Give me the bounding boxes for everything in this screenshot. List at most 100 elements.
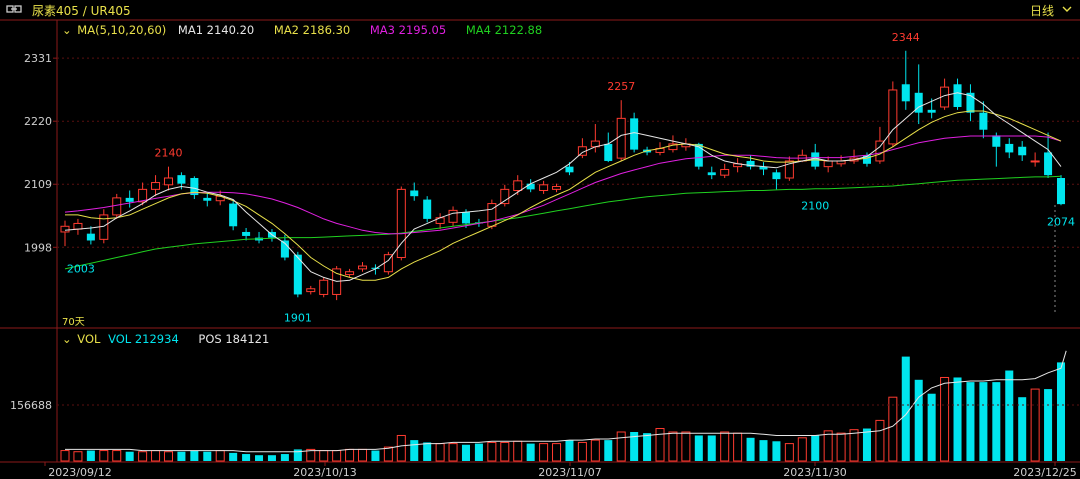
chevron-down-icon[interactable] — [1062, 4, 1072, 14]
volume-bar[interactable] — [668, 431, 678, 462]
candle-body[interactable] — [190, 178, 199, 196]
volume-bar[interactable] — [396, 434, 406, 462]
volume-bar[interactable] — [823, 430, 833, 462]
volume-bar[interactable] — [319, 450, 329, 462]
candle-body[interactable] — [526, 183, 535, 190]
candle-body[interactable] — [138, 188, 148, 203]
candle-body[interactable] — [901, 84, 910, 102]
candle-body[interactable] — [1018, 146, 1027, 156]
volume-bar[interactable] — [280, 454, 289, 461]
volume-bar[interactable] — [255, 455, 264, 461]
candle-body[interactable] — [914, 92, 923, 113]
candle-body[interactable] — [888, 89, 898, 145]
candle-body[interactable] — [668, 143, 678, 151]
volume-bar[interactable] — [357, 448, 368, 462]
volume-bar[interactable] — [1018, 397, 1027, 461]
volume-bar[interactable] — [966, 382, 975, 461]
volume-bar[interactable] — [1044, 389, 1053, 461]
candle-body[interactable] — [112, 197, 122, 216]
candle-body[interactable] — [229, 203, 238, 227]
volume-bar[interactable] — [643, 433, 652, 461]
volume-bar[interactable] — [927, 393, 936, 461]
candle-body[interactable] — [759, 166, 768, 170]
volume-bar[interactable] — [229, 452, 238, 461]
volume-bar[interactable] — [215, 450, 225, 462]
volume-bar[interactable] — [940, 376, 950, 462]
volume-bar[interactable] — [746, 437, 755, 461]
volume-bar[interactable] — [590, 439, 600, 462]
volume-bar[interactable] — [616, 431, 626, 462]
volume-bar[interactable] — [306, 448, 316, 462]
candle-body[interactable] — [242, 231, 251, 236]
vol-legend-label[interactable]: VOL — [77, 332, 101, 346]
volume-bar[interactable] — [1005, 370, 1014, 461]
candle-body[interactable] — [746, 160, 755, 167]
candle-body[interactable] — [772, 172, 781, 180]
candle-body[interactable] — [630, 118, 639, 150]
volume-bar[interactable] — [99, 450, 109, 462]
candle-body[interactable] — [862, 155, 871, 164]
volume-bar[interactable] — [474, 443, 483, 461]
candle-body[interactable] — [953, 84, 962, 107]
candle-body[interactable] — [927, 109, 936, 113]
volume-bar[interactable] — [203, 451, 212, 461]
volume-bar[interactable] — [151, 450, 161, 462]
volume-bar[interactable] — [772, 441, 781, 461]
volume-bar[interactable] — [733, 432, 743, 462]
candle-body[interactable] — [319, 279, 329, 295]
candle-body[interactable] — [707, 172, 716, 176]
volume-bar[interactable] — [461, 444, 470, 461]
candle-body[interactable] — [694, 143, 703, 167]
volume-bar[interactable] — [242, 454, 251, 461]
candle-body[interactable] — [293, 254, 302, 295]
volume-bar[interactable] — [604, 440, 613, 461]
volume-bar[interactable] — [73, 451, 83, 462]
volume-bar[interactable] — [862, 428, 871, 461]
volume-bar[interactable] — [448, 443, 458, 462]
link-icon[interactable] — [6, 3, 22, 15]
volume-bar[interactable] — [888, 396, 898, 462]
candle-body[interactable] — [513, 180, 523, 191]
volume-bar[interactable] — [345, 448, 355, 462]
volume-bar[interactable] — [914, 379, 923, 461]
candle-body[interactable] — [552, 186, 562, 190]
volume-bar[interactable] — [410, 440, 419, 461]
candle-body[interactable] — [616, 117, 626, 159]
volume-bar[interactable] — [60, 450, 70, 462]
candle-body[interactable] — [280, 240, 289, 258]
volume-bar[interactable] — [707, 435, 716, 461]
candle-body[interactable] — [203, 197, 212, 201]
candle-body[interactable] — [410, 190, 419, 197]
volume-bar[interactable] — [552, 443, 562, 462]
volume-bar[interactable] — [681, 431, 691, 462]
candle-body[interactable] — [720, 168, 730, 176]
candle-body[interactable] — [1030, 160, 1040, 163]
volume-bar[interactable] — [500, 441, 510, 462]
volume-bar[interactable] — [992, 382, 1001, 461]
period-selector[interactable]: 日线 — [1029, 4, 1054, 18]
volume-bar[interactable] — [577, 441, 587, 462]
candle-body[interactable] — [345, 271, 355, 276]
volume-bar[interactable] — [811, 435, 820, 461]
candle-body[interactable] — [423, 199, 432, 219]
candle-body[interactable] — [784, 160, 794, 179]
candle-body[interactable] — [604, 143, 613, 161]
volume-bar[interactable] — [125, 451, 134, 461]
volume-bar[interactable] — [1030, 388, 1040, 462]
candle-body[interactable] — [151, 182, 161, 190]
candle-body[interactable] — [565, 166, 574, 173]
volume-bar[interactable] — [875, 419, 885, 462]
volume-bar[interactable] — [901, 356, 910, 461]
candle-body[interactable] — [177, 175, 186, 184]
volume-bar[interactable] — [423, 442, 432, 461]
volume-bar[interactable] — [784, 443, 794, 462]
volume-bar[interactable] — [655, 428, 665, 462]
volume-bar[interactable] — [694, 435, 703, 461]
candle-body[interactable] — [539, 184, 549, 191]
volume-bar[interactable] — [836, 432, 846, 462]
candle-body[interactable] — [1056, 178, 1066, 205]
candle-body[interactable] — [448, 209, 458, 223]
volume-bar[interactable] — [513, 440, 523, 462]
ma-collapse-icon[interactable]: ⌄ — [62, 23, 72, 37]
